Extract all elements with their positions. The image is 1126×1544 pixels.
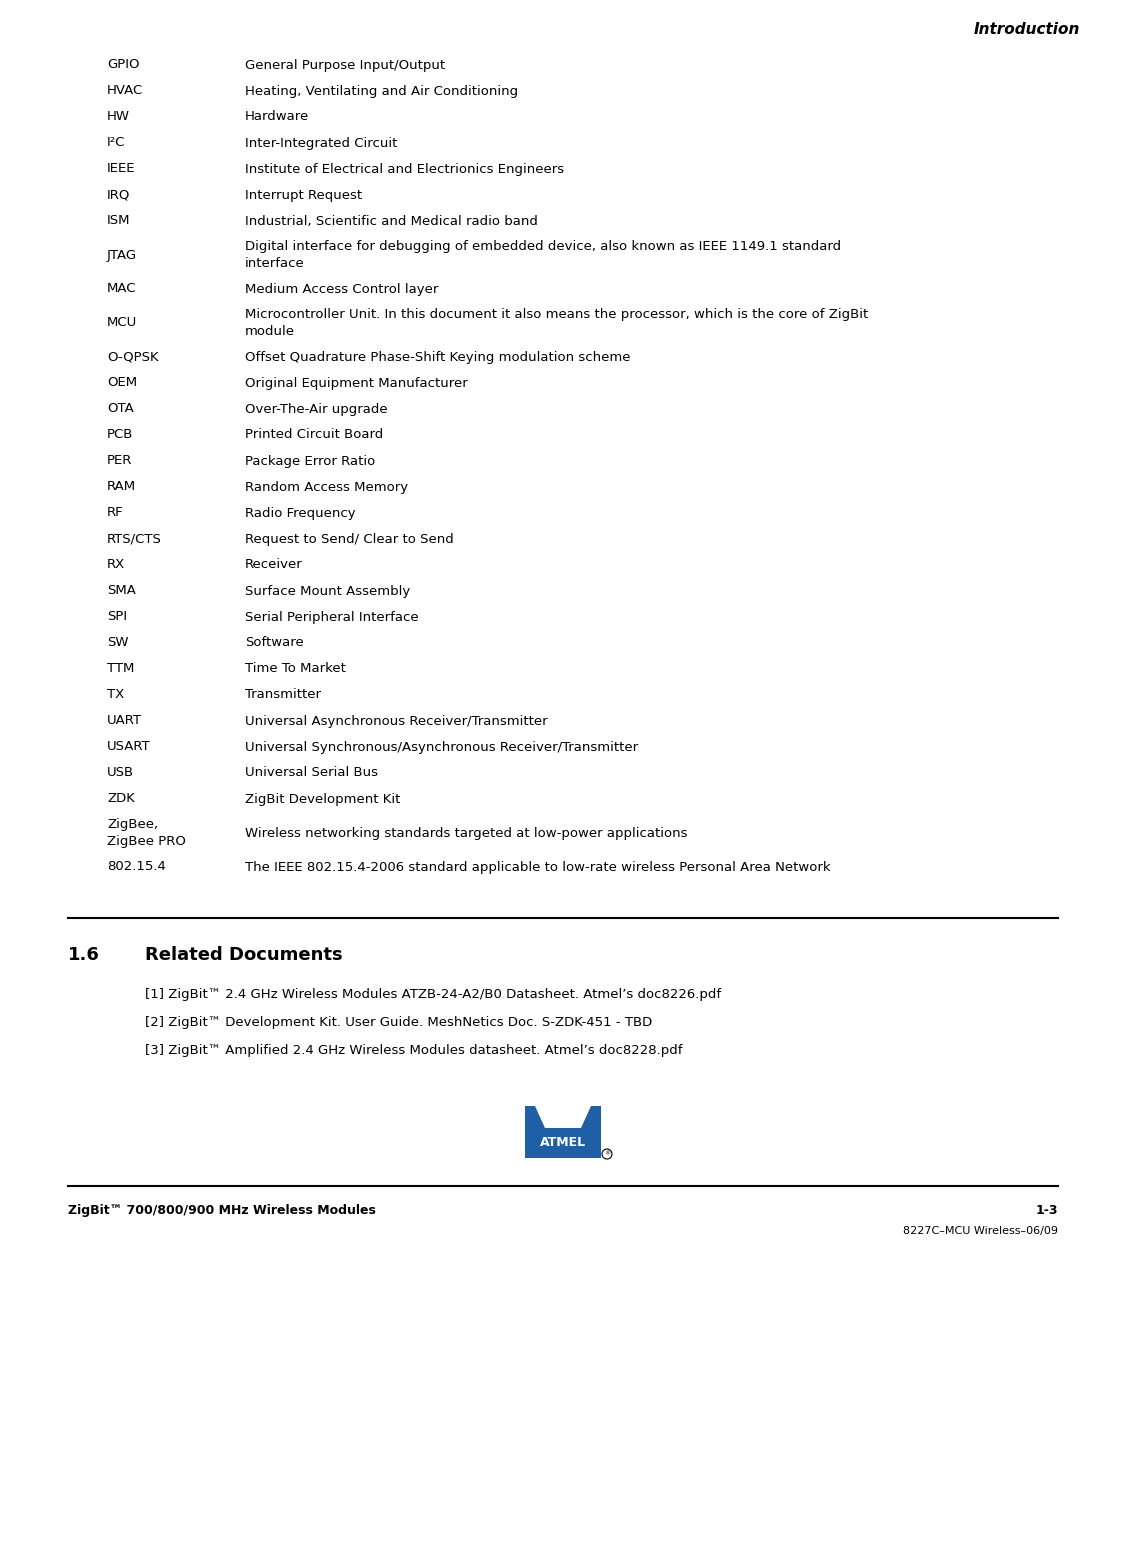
Text: Universal Serial Bus: Universal Serial Bus <box>245 766 378 780</box>
Text: RTS/CTS: RTS/CTS <box>107 533 162 545</box>
Text: Digital interface for debugging of embedded device, also known as IEEE 1149.1 st: Digital interface for debugging of embed… <box>245 239 841 270</box>
Text: 1.6: 1.6 <box>68 946 100 963</box>
Text: Time To Market: Time To Market <box>245 662 346 676</box>
Text: Transmitter: Transmitter <box>245 689 321 701</box>
Text: IRQ: IRQ <box>107 188 131 202</box>
Polygon shape <box>535 1106 591 1129</box>
Text: ZigBit Development Kit: ZigBit Development Kit <box>245 792 401 806</box>
Text: JTAG: JTAG <box>107 249 137 261</box>
Text: Request to Send/ Clear to Send: Request to Send/ Clear to Send <box>245 533 454 545</box>
Text: Serial Peripheral Interface: Serial Peripheral Interface <box>245 610 419 624</box>
Text: 802.15.4: 802.15.4 <box>107 860 166 874</box>
Text: Printed Circuit Board: Printed Circuit Board <box>245 429 383 442</box>
Text: Package Error Ratio: Package Error Ratio <box>245 454 375 468</box>
Text: Surface Mount Assembly: Surface Mount Assembly <box>245 585 410 598</box>
Text: Universal Asynchronous Receiver/Transmitter: Universal Asynchronous Receiver/Transmit… <box>245 715 547 727</box>
Text: RF: RF <box>107 506 124 519</box>
Text: SW: SW <box>107 636 128 650</box>
Text: [1] ZigBit™ 2.4 GHz Wireless Modules ATZB-24-A2/B0 Datasheet. Atmel’s doc8226.pd: [1] ZigBit™ 2.4 GHz Wireless Modules ATZ… <box>145 988 721 1001</box>
Text: TX: TX <box>107 689 124 701</box>
Text: Radio Frequency: Radio Frequency <box>245 506 356 519</box>
Text: HVAC: HVAC <box>107 85 143 97</box>
Text: Software: Software <box>245 636 304 650</box>
Text: ZDK: ZDK <box>107 792 135 806</box>
Text: ISM: ISM <box>107 215 131 227</box>
Text: The IEEE 802.15.4-2006 standard applicable to low-rate wireless Personal Area Ne: The IEEE 802.15.4-2006 standard applicab… <box>245 860 831 874</box>
Text: 1-3: 1-3 <box>1036 1204 1058 1217</box>
Text: Heating, Ventilating and Air Conditioning: Heating, Ventilating and Air Conditionin… <box>245 85 518 97</box>
Text: MCU: MCU <box>107 317 137 329</box>
Text: Institute of Electrical and Electrionics Engineers: Institute of Electrical and Electrionics… <box>245 162 564 176</box>
Text: MAC: MAC <box>107 283 136 295</box>
Text: Universal Synchronous/Asynchronous Receiver/Transmitter: Universal Synchronous/Asynchronous Recei… <box>245 741 638 753</box>
Text: USB: USB <box>107 766 134 780</box>
Text: TTM: TTM <box>107 662 134 676</box>
Text: [3] ZigBit™ Amplified 2.4 GHz Wireless Modules datasheet. Atmel’s doc8228.pdf: [3] ZigBit™ Amplified 2.4 GHz Wireless M… <box>145 1044 682 1058</box>
Text: PER: PER <box>107 454 133 468</box>
Text: O-QPSK: O-QPSK <box>107 350 159 363</box>
Text: Random Access Memory: Random Access Memory <box>245 480 408 494</box>
Text: PCB: PCB <box>107 429 133 442</box>
Text: Wireless networking standards targeted at low-power applications: Wireless networking standards targeted a… <box>245 826 688 840</box>
Text: Industrial, Scientific and Medical radio band: Industrial, Scientific and Medical radio… <box>245 215 538 227</box>
Text: Original Equipment Manufacturer: Original Equipment Manufacturer <box>245 377 467 389</box>
Text: OEM: OEM <box>107 377 137 389</box>
Text: ZigBee,
ZigBee PRO: ZigBee, ZigBee PRO <box>107 818 186 848</box>
Text: General Purpose Input/Output: General Purpose Input/Output <box>245 59 445 71</box>
Text: Interrupt Request: Interrupt Request <box>245 188 363 202</box>
Text: RAM: RAM <box>107 480 136 494</box>
Text: USART: USART <box>107 741 151 753</box>
Text: SMA: SMA <box>107 585 136 598</box>
Text: Microcontroller Unit. In this document it also means the processor, which is the: Microcontroller Unit. In this document i… <box>245 307 868 338</box>
Text: Over-The-Air upgrade: Over-The-Air upgrade <box>245 403 387 415</box>
Text: Related Documents: Related Documents <box>145 946 342 963</box>
Bar <box>525 1106 601 1158</box>
Text: ®: ® <box>604 1152 610 1156</box>
Text: ATMEL: ATMEL <box>540 1135 586 1149</box>
Text: ZigBit™ 700/800/900 MHz Wireless Modules: ZigBit™ 700/800/900 MHz Wireless Modules <box>68 1204 376 1217</box>
Text: [2] ZigBit™ Development Kit. User Guide. MeshNetics Doc. S-ZDK-451 - TBD: [2] ZigBit™ Development Kit. User Guide.… <box>145 1016 652 1028</box>
Text: Introduction: Introduction <box>974 22 1080 37</box>
Text: Inter-Integrated Circuit: Inter-Integrated Circuit <box>245 136 397 150</box>
Text: I²C: I²C <box>107 136 125 150</box>
Text: Hardware: Hardware <box>245 111 310 124</box>
Text: UART: UART <box>107 715 142 727</box>
Text: SPI: SPI <box>107 610 127 624</box>
Text: RX: RX <box>107 559 125 571</box>
Text: GPIO: GPIO <box>107 59 140 71</box>
Text: Receiver: Receiver <box>245 559 303 571</box>
Text: OTA: OTA <box>107 403 134 415</box>
Text: IEEE: IEEE <box>107 162 135 176</box>
Text: 8227C–MCU Wireless–06/09: 8227C–MCU Wireless–06/09 <box>903 1226 1058 1237</box>
Text: Offset Quadrature Phase-Shift Keying modulation scheme: Offset Quadrature Phase-Shift Keying mod… <box>245 350 631 363</box>
Text: HW: HW <box>107 111 129 124</box>
Text: Medium Access Control layer: Medium Access Control layer <box>245 283 438 295</box>
